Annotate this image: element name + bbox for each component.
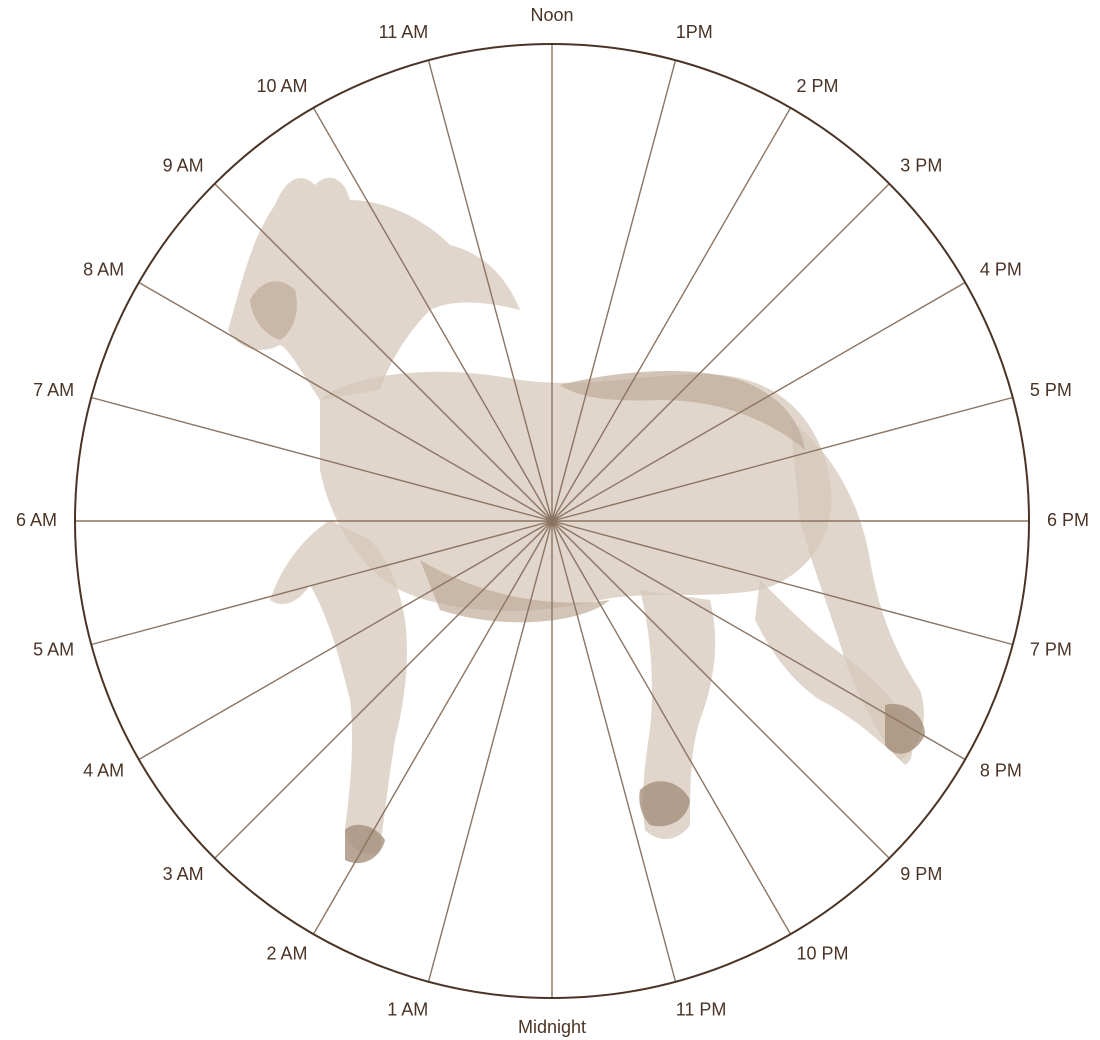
hour-label: 7 PM — [1030, 639, 1072, 659]
hour-spoke — [551, 183, 890, 522]
hour-label: 3 AM — [163, 864, 204, 884]
hour-label: 7 AM — [33, 380, 74, 400]
hour-spoke — [427, 520, 553, 982]
hour-label: 5 AM — [33, 639, 74, 659]
hour-label: 2 PM — [797, 76, 839, 96]
hour-label: 9 PM — [900, 864, 942, 884]
hour-spoke — [138, 520, 553, 761]
hour-label: 1 AM — [387, 1000, 428, 1020]
hour-label: 10 AM — [256, 76, 307, 96]
hour-label: 4 AM — [83, 760, 124, 780]
hour-spoke — [91, 396, 553, 522]
hour-label: 10 PM — [797, 944, 849, 964]
horse-icon — [228, 177, 925, 864]
hour-label: 3 PM — [900, 155, 942, 175]
hour-label: Noon — [530, 5, 573, 25]
hour-label: 2 AM — [266, 944, 307, 964]
hour-label: 6 AM — [16, 510, 57, 530]
hour-label: 1PM — [676, 22, 713, 42]
hour-label: 8 PM — [980, 760, 1022, 780]
hour-spoke — [91, 520, 553, 646]
hour-spoke — [312, 107, 553, 522]
hour-spoke — [551, 520, 966, 761]
hour-label: 6 PM — [1047, 510, 1089, 530]
hour-spoke — [551, 520, 1013, 646]
clock-rim — [74, 43, 1030, 999]
hour-label: 11 PM — [676, 1000, 727, 1020]
hour-spoke — [551, 281, 966, 522]
hour-spoke — [138, 281, 553, 522]
hour-spoke — [551, 520, 890, 859]
hour-label: 8 AM — [83, 259, 124, 279]
hour-label: 9 AM — [163, 155, 204, 175]
hour-spoke — [312, 520, 553, 935]
hour-spoke — [427, 60, 553, 522]
hour-label: 11 AM — [379, 22, 429, 42]
hour-spoke — [551, 60, 677, 522]
hour-label: Midnight — [518, 1017, 586, 1037]
hour-spoke — [214, 520, 553, 859]
hour-spokes — [75, 44, 1029, 998]
hour-label: 5 PM — [1030, 380, 1072, 400]
hour-label: 4 PM — [980, 259, 1022, 279]
hour-spoke — [551, 107, 792, 522]
hour-spoke — [551, 396, 1013, 522]
hour-spoke — [551, 520, 677, 982]
hour-spoke — [551, 520, 792, 935]
hour-spoke — [214, 183, 553, 522]
hour-labels: Noon 1PM 2 PM 3 PM 4 PM 5 PM 6 PM 7 PM 8 PM 9 PM 1… — [16, 5, 1089, 1037]
